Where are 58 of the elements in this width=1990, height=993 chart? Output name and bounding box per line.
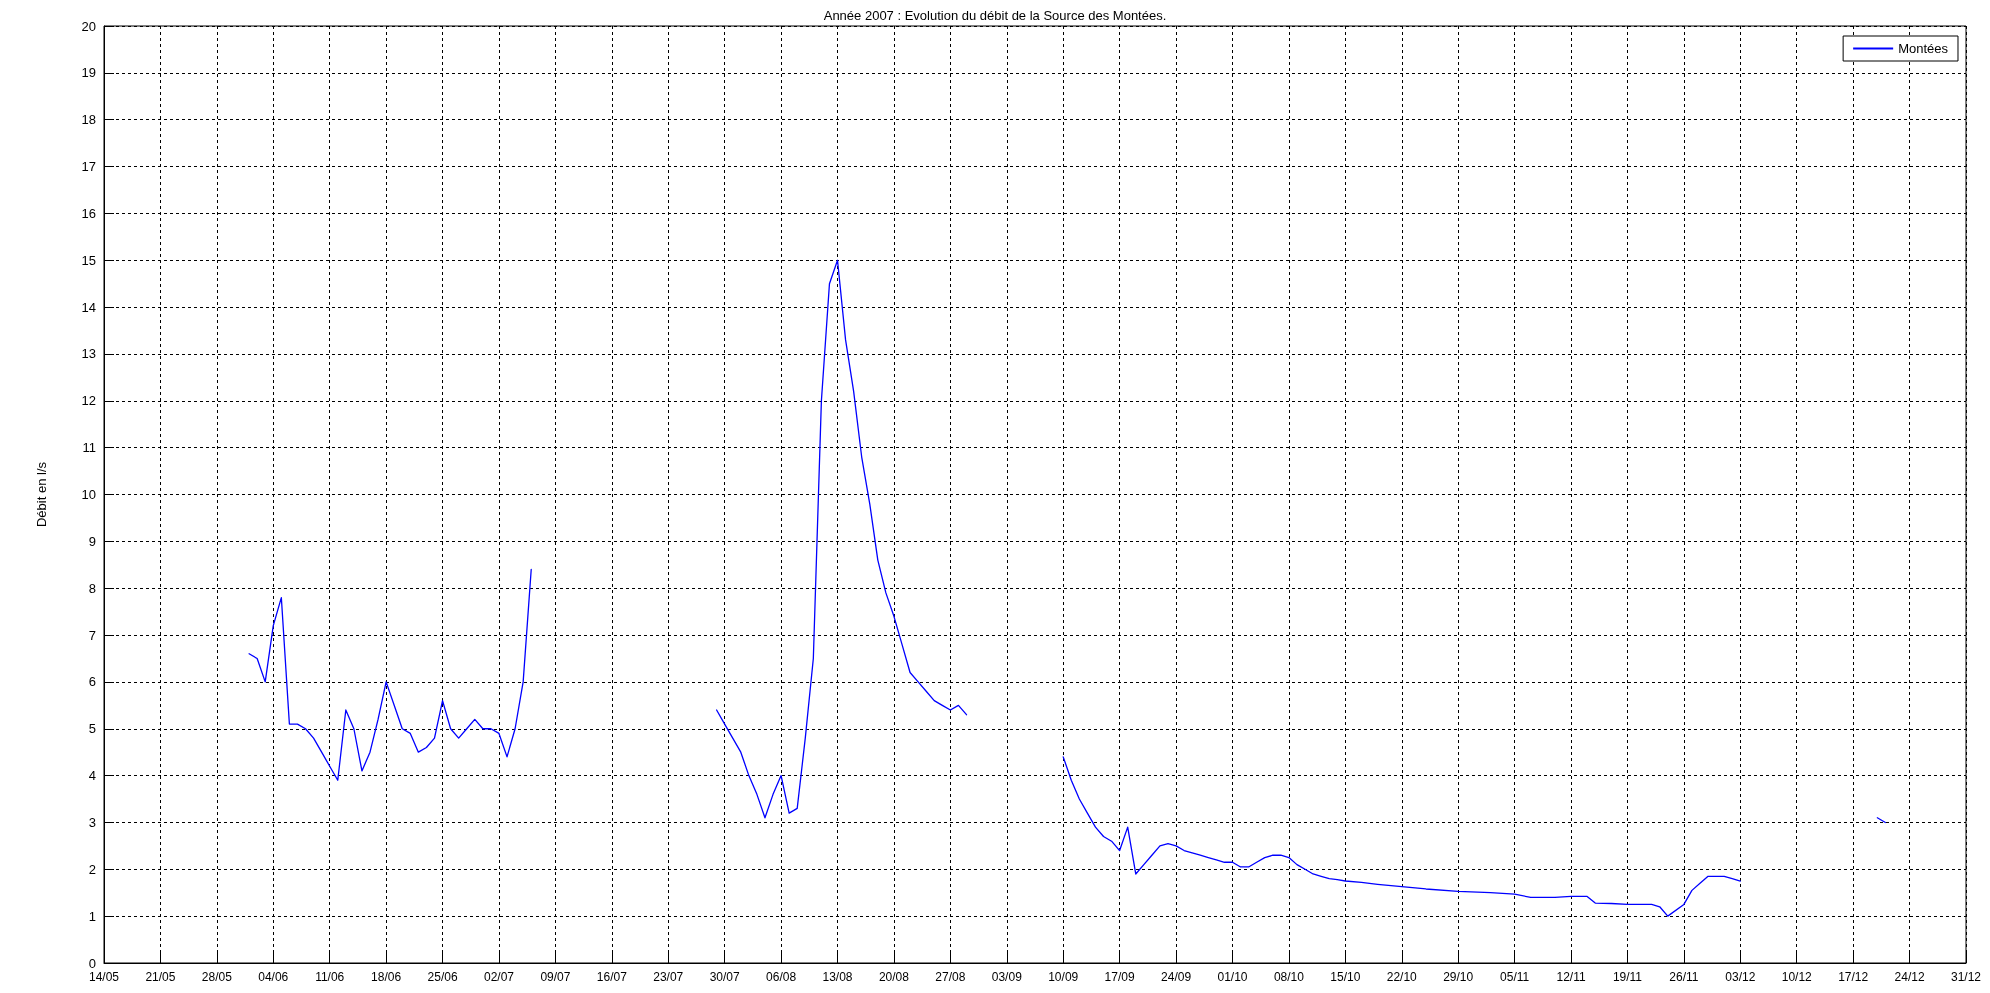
x-tick-label: 20/08 <box>878 970 910 984</box>
x-tick-label: 08/10 <box>1273 970 1305 984</box>
x-tick-label: 31/12 <box>1950 970 1982 984</box>
y-tick-label: 10 <box>81 487 96 502</box>
x-tick-label: 17/12 <box>1838 970 1869 984</box>
x-tick-label: 12/11 <box>1556 970 1586 984</box>
x-tick-label: 01/10 <box>1217 970 1248 984</box>
y-tick-label: 16 <box>81 205 96 221</box>
x-tick-label: 27/08 <box>935 970 966 984</box>
x-tick-label: 05/11 <box>1500 970 1530 984</box>
x-tick-label: 10/12 <box>1781 970 1813 984</box>
x-tick-label: 23/07 <box>653 970 684 984</box>
x-tick-label: 17/09 <box>1104 970 1135 984</box>
y-tick-label: 20 <box>81 18 96 34</box>
y-tick-label: 8 <box>88 580 96 596</box>
y-tick-label: 18 <box>81 112 96 128</box>
y-tick-label: 3 <box>88 814 96 830</box>
y-axis-title: Débit en l/s <box>34 461 49 528</box>
x-tick-label: 03/09 <box>991 970 1023 984</box>
x-tick-label: 15/10 <box>1330 970 1361 984</box>
x-tick-label: 21/05 <box>145 970 176 984</box>
x-tick-label: 13/08 <box>822 970 853 984</box>
x-tick-label: 02/07 <box>483 970 515 984</box>
y-tick-label: 6 <box>88 674 96 690</box>
x-tick-label: 03/12 <box>1725 970 1756 984</box>
y-tick-label: 0 <box>88 955 96 971</box>
x-tick-label: 18/06 <box>371 970 402 984</box>
y-tick-label: 1 <box>88 908 96 924</box>
x-tick-label: 25/06 <box>427 970 458 984</box>
legend-label: Montées <box>1898 41 1949 56</box>
y-tick-label: 19 <box>81 65 96 81</box>
x-tick-label: 30/07 <box>709 970 741 984</box>
x-tick-label: 11/06 <box>315 970 345 984</box>
y-tick-label: 14 <box>81 299 96 315</box>
x-tick-label: 28/05 <box>201 970 233 984</box>
x-tick-label: 26/11 <box>1669 970 1699 984</box>
y-tick-label: 4 <box>88 768 96 784</box>
x-tick-label: 06/08 <box>766 970 797 984</box>
y-tick-label: 2 <box>88 861 96 877</box>
y-tick-label: 5 <box>88 721 96 737</box>
x-tick-label: 19/11 <box>1612 970 1643 984</box>
x-tick-label: 22/10 <box>1386 970 1418 984</box>
x-tick-label: 16/07 <box>596 970 628 984</box>
y-tick-label: 12 <box>81 393 96 409</box>
x-tick-label: 29/10 <box>1443 970 1474 984</box>
y-tick-label: 11 <box>82 440 96 456</box>
y-tick-label: 17 <box>81 159 96 175</box>
x-tick-label: 09/07 <box>540 970 571 984</box>
y-tick-label: 9 <box>88 533 96 549</box>
x-tick-label: 24/09 <box>1161 970 1192 984</box>
y-tick-label: 15 <box>81 252 96 268</box>
y-tick-label: 13 <box>81 346 96 362</box>
chart-title: Année 2007 : Evolution du débit de la Source des Montées. <box>823 8 1167 23</box>
y-tick-label: 7 <box>88 627 96 643</box>
x-tick-label: 04/06 <box>258 970 289 984</box>
x-tick-label: 24/12 <box>1894 970 1925 984</box>
x-tick-label: 10/09 <box>1048 970 1079 984</box>
x-tick-label: 14/05 <box>88 970 120 984</box>
